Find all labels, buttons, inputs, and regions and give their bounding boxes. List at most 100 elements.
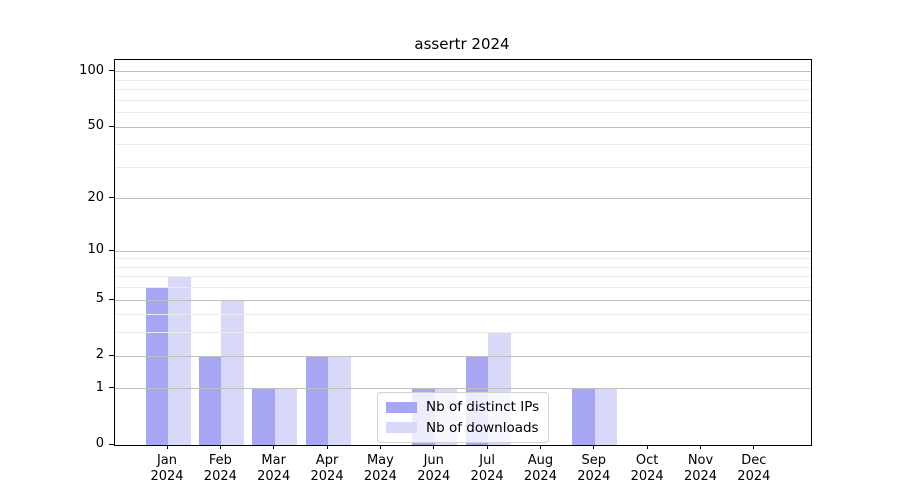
x-tick-mark [379,445,381,449]
x-tick-label-dec: Dec 2024 [722,453,786,484]
bar-feb-downloads [221,300,244,445]
major-gridline [115,126,811,128]
legend-item-distinct-ips: Nb of distinct IPs [386,397,539,418]
major-gridline [115,71,811,73]
plot-area [114,59,812,446]
x-tick-year: 2024 [257,468,291,484]
x-tick-label-feb: Feb 2024 [188,453,252,484]
x-tick-month: Jun [423,453,444,468]
x-tick-label-jun: Jun 2024 [402,453,466,484]
x-tick-month: Aug [527,453,554,468]
x-tick-label-jan: Jan 2024 [135,453,199,484]
x-tick-mark [539,445,541,449]
x-tick-label-aug: Aug 2024 [508,453,572,484]
major-gridline [115,388,811,390]
x-tick-month: Mar [261,453,286,468]
x-tick-month: Sep [581,453,607,468]
x-tick-year: 2024 [737,468,771,484]
legend-label-distinct-ips: Nb of distinct IPs [426,399,540,416]
legend-swatch-distinct-ips [386,401,417,413]
x-tick-label-apr: Apr 2024 [295,453,359,484]
legend-label-downloads: Nb of downloads [426,419,539,436]
y-tick-mark [109,298,114,300]
x-tick-year: 2024 [203,468,237,484]
x-tick-month: Apr [315,453,339,468]
bar-apr-downloads [328,356,351,445]
y-tick-mark [109,249,114,251]
x-tick-mark [166,445,168,449]
bar-sep-downloads [594,388,618,445]
bar-jan-downloads [168,276,191,445]
minor-gridline [115,79,811,81]
x-tick-mark [326,445,328,449]
x-tick-year: 2024 [363,468,397,484]
x-tick-label-oct: Oct 2024 [615,453,679,484]
bar-jan-ips [145,287,168,445]
x-tick-month: Feb [208,453,232,468]
x-tick-month: Oct [635,453,659,468]
x-tick-mark [273,445,275,449]
minor-gridline [115,276,811,278]
y-tick-mark [109,70,114,72]
x-tick-year: 2024 [630,468,664,484]
x-tick-mark [646,445,648,449]
x-tick-month: Nov [687,453,714,468]
bars-layer [115,60,811,445]
minor-gridline [115,144,811,146]
bar-mar-downloads [274,388,298,445]
major-gridline [115,250,811,252]
minor-gridline [115,258,811,260]
x-tick-year: 2024 [150,468,184,484]
minor-gridline [115,99,811,101]
x-tick-month: May [366,453,394,468]
legend-item-downloads: Nb of downloads [386,418,539,439]
bar-sep-ips [572,388,595,445]
bar-mar-ips [252,388,275,445]
x-tick-label-sep: Sep 2024 [562,453,626,484]
x-tick-year: 2024 [683,468,718,484]
minor-gridline [115,332,811,334]
x-tick-label-may: May 2024 [348,453,412,484]
y-tick-label: 2 [95,347,104,363]
minor-gridline [115,314,811,316]
x-tick-year: 2024 [310,468,344,484]
major-gridline [115,198,811,200]
x-tick-year: 2024 [417,468,451,484]
legend-swatch-downloads [386,422,417,434]
minor-gridline [115,112,811,114]
y-tick-mark [109,387,114,389]
minor-gridline [115,166,811,168]
x-tick-mark [753,445,755,449]
x-tick-mark [219,445,221,449]
gridlines-layer [115,60,811,445]
x-tick-mark [433,445,435,449]
minor-gridline [115,287,811,289]
x-tick-mark [593,445,595,449]
x-tick-label-mar: Mar 2024 [242,453,306,484]
x-tick-month: Jan [156,453,178,468]
legend: Nb of distinct IPs Nb of downloads [377,392,550,443]
y-tick-label: 0 [95,436,104,451]
minor-gridline [115,266,811,268]
x-tick-mark [700,445,701,449]
y-tick-label: 100 [79,62,104,78]
x-tick-month: Jul [479,453,495,468]
x-tick-label-nov: Nov 2024 [669,453,733,484]
y-tick-label: 1 [95,379,104,395]
x-tick-month: Dec [741,453,767,468]
x-tick-mark [486,445,488,449]
x-tick-year: 2024 [523,468,557,484]
y-tick-mark [109,443,114,445]
x-tick-label-jul: Jul 2024 [455,453,519,484]
bar-apr-ips [305,356,329,445]
major-gridline [115,299,811,301]
x-tick-year: 2024 [577,468,611,484]
y-tick-mark [109,354,114,356]
y-tick-mark [109,125,114,127]
x-tick-year: 2024 [470,468,504,484]
minor-gridline [115,89,811,91]
y-tick-label: 10 [87,242,104,258]
y-tick-label: 20 [87,189,104,205]
chart-title: assertr 2024 [414,35,510,53]
